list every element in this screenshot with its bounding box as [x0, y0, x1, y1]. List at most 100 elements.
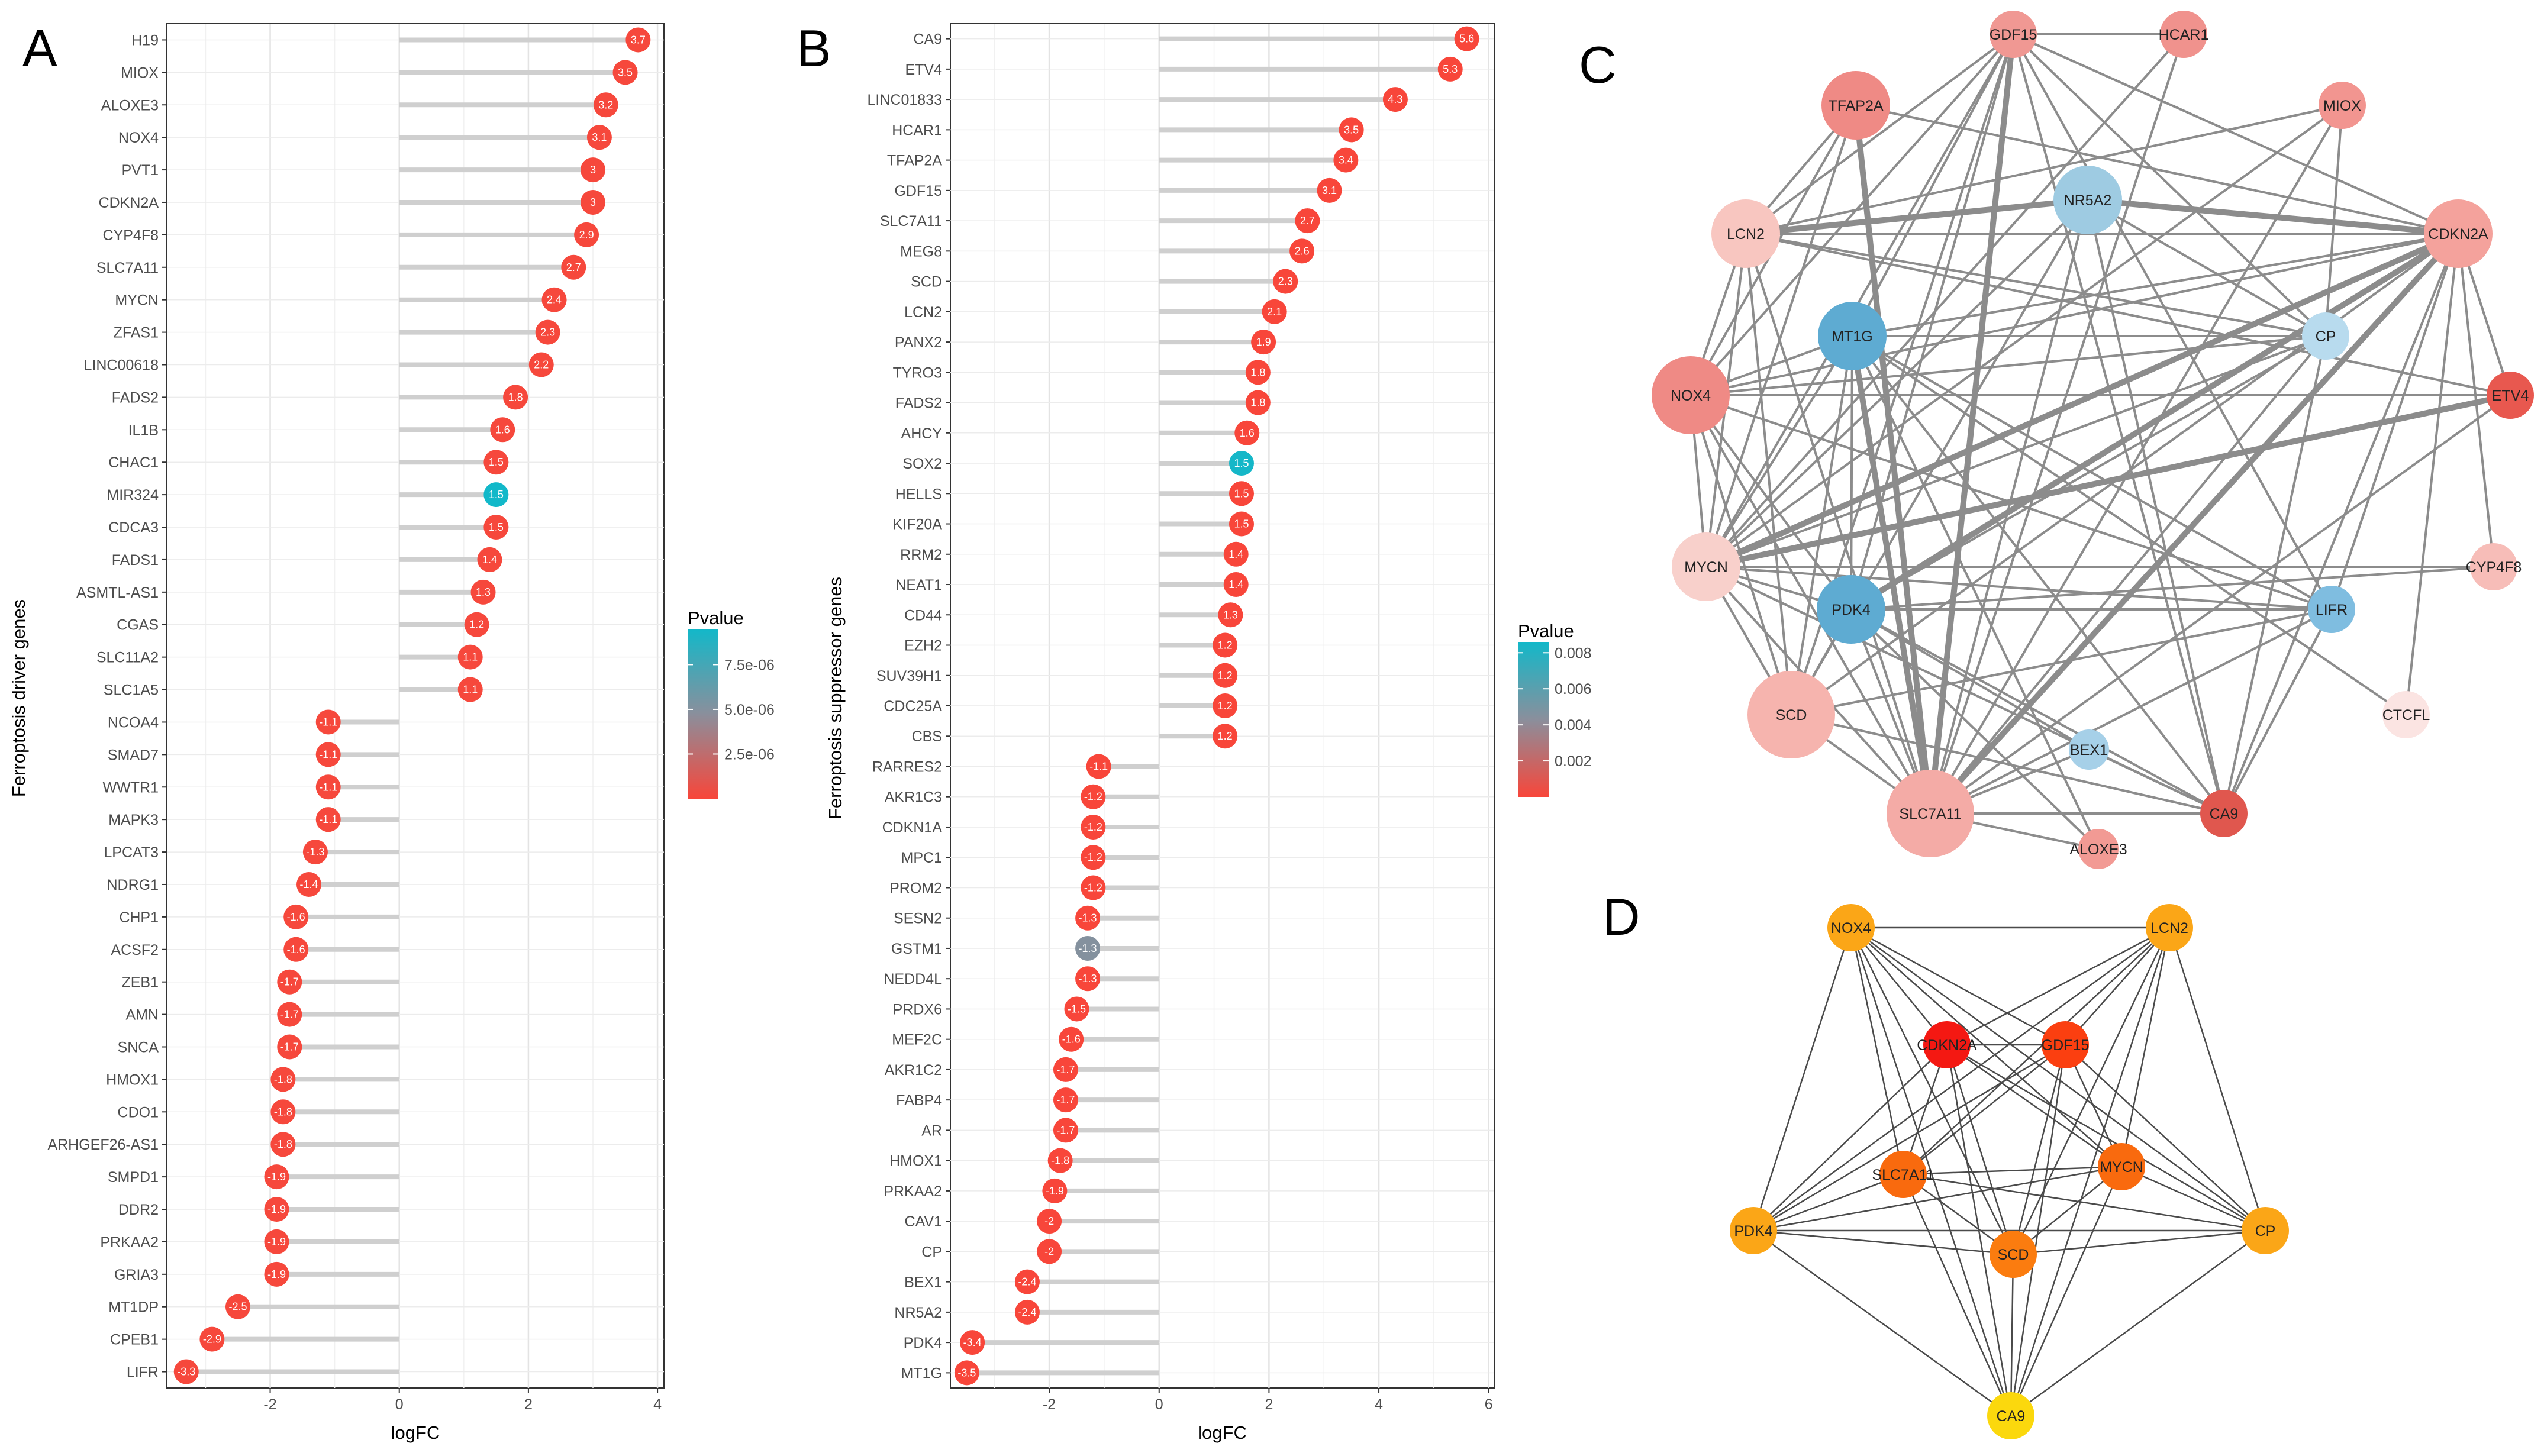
lollipop-dot [1229, 451, 1254, 476]
network-edge [2405, 233, 2459, 715]
network-node-label: MT1G [1832, 328, 1872, 345]
lollipop-dot [1333, 147, 1359, 173]
gene-tick-label: HCAR1 [892, 122, 942, 138]
lollipop-dot [277, 1002, 302, 1027]
dot-value-label: -1.6 [1062, 1034, 1081, 1045]
gene-tick-label: AKR1C2 [885, 1062, 942, 1079]
network-edge [1850, 927, 1904, 1175]
network-node-label: PDK4 [1734, 1223, 1772, 1239]
network-node-label: CA9 [1997, 1408, 2026, 1425]
network-node [2200, 790, 2248, 837]
dot-value-label: -1.7 [1056, 1064, 1075, 1076]
gene-tick-label: PANX2 [895, 334, 942, 351]
gene-tick-label: KIF20A [893, 516, 943, 533]
network-node-label: CA9 [2210, 806, 2239, 822]
dot-value-label: 2.3 [540, 327, 555, 338]
dot-value-label: 1.4 [482, 554, 497, 566]
lollipop-dot [1295, 208, 1320, 234]
lollipop-dot [315, 774, 341, 800]
network-edge [1745, 233, 1792, 715]
gene-tick-label: MYCN [115, 292, 159, 309]
gene-tick-label: HMOX1 [889, 1153, 942, 1170]
x-tick-label: -2 [1043, 1396, 1056, 1413]
gene-tick-label: MEG8 [900, 243, 942, 260]
dot-value-label: -1.7 [280, 1041, 299, 1053]
network-edge [1689, 395, 1932, 814]
gene-tick-label: LIFR [127, 1364, 159, 1381]
network-edge [1855, 104, 2459, 235]
dot-value-label: 1.4 [1229, 548, 1243, 560]
gene-tick-label: TFAP2A [887, 153, 942, 169]
network-node [2424, 199, 2493, 268]
network-node-label: NOX4 [1831, 920, 1871, 937]
panel-letter: B [797, 19, 831, 78]
network-node [2146, 904, 2193, 951]
x-tick-label: 0 [1155, 1396, 1163, 1413]
lollipop-dot [593, 92, 618, 118]
network-node-label: PDK4 [1832, 602, 1870, 618]
lollipop-dot [315, 807, 341, 832]
gene-tick-label: SLC11A2 [96, 650, 159, 666]
dot-value-label: -1.2 [1084, 882, 1102, 893]
gene-tick-label: ACSF2 [111, 942, 159, 958]
dot-value-label: -1.1 [319, 781, 337, 793]
network-edge [2223, 609, 2333, 814]
network-node-label: MYCN [1684, 559, 1728, 576]
dot-value-label: -2.4 [1018, 1306, 1036, 1318]
network-edge [1791, 714, 2224, 815]
network-node [2487, 372, 2534, 419]
network-node [1821, 71, 1890, 140]
dot-value-label: 1.8 [508, 391, 523, 403]
gene-tick-label: MPC1 [901, 850, 942, 866]
network-node [2470, 543, 2517, 590]
network-edge [1753, 926, 2170, 1232]
dot-value-label: 1.9 [1256, 336, 1271, 348]
network-node-label: NR5A2 [2064, 192, 2112, 209]
network-node [2160, 11, 2207, 58]
dot-value-label: -1.8 [274, 1106, 292, 1118]
lollipop-dot [1053, 1057, 1078, 1082]
network-edge [1946, 1044, 2266, 1232]
legend-tick-label: 0.004 [1555, 717, 1592, 734]
gene-tick-label: NR5A2 [894, 1305, 942, 1321]
dot-value-label: -1.8 [274, 1138, 292, 1150]
dot-value-label: -1.7 [280, 976, 299, 988]
panel-c-gene-network: C GDF15 HCAR1 TFAP2A MIOX NR5A2 LCN2 CDKN2A MT1G… [1579, 11, 2534, 869]
lollipop-dot [277, 1034, 302, 1060]
network-edge [1903, 1044, 2066, 1175]
dot-value-label: 3.1 [1322, 185, 1337, 196]
lollipop-dot [1037, 1239, 1062, 1264]
network-edge [1851, 335, 2225, 815]
gene-tick-label: ZEB1 [121, 974, 159, 991]
lollipop-dot [457, 644, 483, 670]
gene-tick-label: SUV39H1 [876, 668, 942, 685]
gene-tick-label: CDO1 [118, 1104, 159, 1121]
network-edge [1851, 335, 2407, 716]
lollipop-dot [1075, 935, 1101, 961]
gene-tick-label: SMPD1 [108, 1169, 159, 1186]
network-edge [2013, 1229, 2266, 1255]
network-edge [1790, 335, 1853, 715]
gene-tick-label: RRM2 [900, 547, 942, 563]
dot-value-label: 2.3 [1278, 276, 1293, 288]
lollipop-dot [1053, 1087, 1078, 1113]
network-edge [1929, 34, 2185, 814]
lollipop-dot [457, 677, 483, 702]
gene-tick-label: CDCA3 [108, 519, 159, 536]
dot-value-label: 1.6 [495, 424, 510, 435]
gene-tick-label: PRKAA2 [884, 1183, 942, 1200]
network-node [1711, 199, 1780, 268]
dot-value-label: 1.5 [1234, 457, 1249, 469]
lollipop-dot [225, 1294, 250, 1319]
lollipop-dot [283, 937, 309, 962]
network-edge [1790, 233, 2459, 716]
network-edge [1850, 927, 1948, 1045]
network-node-label: LCN2 [2150, 920, 2188, 937]
network-node [1730, 1207, 1777, 1254]
lollipop-dot [1454, 26, 1479, 51]
network-edge [1705, 105, 1857, 567]
lollipop-dot [1317, 177, 1342, 203]
gene-tick-label: MIOX [121, 64, 159, 81]
gene-tick-label: GDF15 [894, 183, 942, 199]
dot-value-label: 1.5 [489, 521, 504, 533]
